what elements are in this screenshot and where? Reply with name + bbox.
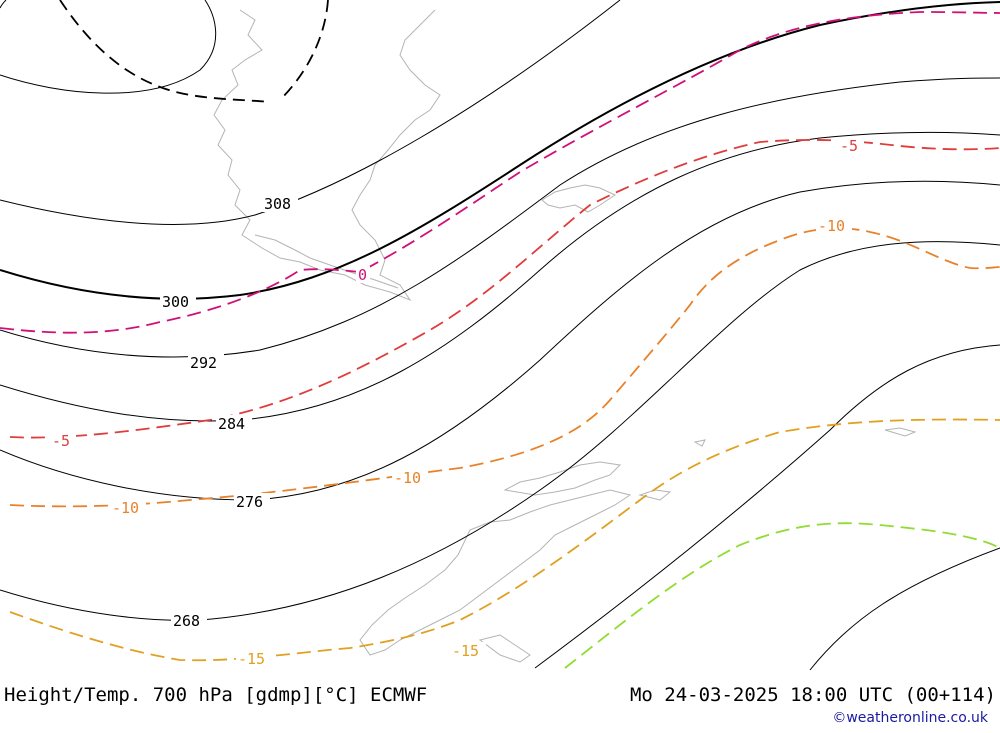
temp-contour-minus15 [9, 418, 1000, 662]
temp-contour-0 [0, 11, 1000, 334]
label-temp-minus5-left: -5 [52, 432, 70, 450]
height-contour-268 [0, 241, 1000, 621]
height-contour-260 [534, 344, 1000, 669]
height-contour-292 [0, 77, 1000, 358]
label-temp-minus10-left: -10 [112, 499, 139, 517]
weather-map: 308 300 292 284 276 268 0 -5 -5 -10 -10 … [0, 0, 1000, 671]
label-temp-0: 0 [358, 266, 367, 284]
contour-labels: 308 300 292 284 276 268 0 -5 -5 -10 -10 … [50, 137, 864, 668]
height-contour-276 [0, 180, 1000, 501]
credit-link[interactable]: ©weatheronline.co.uk [832, 710, 988, 726]
label-temp-minus10-mid: -10 [394, 469, 421, 487]
label-308: 308 [264, 195, 291, 213]
label-temp-minus5-right: -5 [840, 137, 858, 155]
label-temp-minus10-right: -10 [818, 217, 845, 235]
height-contour-284 [0, 131, 1000, 422]
label-temp-minus15-left: -15 [238, 650, 265, 668]
temp-contour-minus10 [9, 227, 1000, 508]
temp-contour-minus20 [564, 522, 1000, 669]
label-284: 284 [218, 415, 245, 433]
coastlines [213, 9, 917, 663]
dashed-black-contours [59, 0, 329, 103]
height-contour-316-arc [0, 0, 217, 94]
label-300: 300 [162, 293, 189, 311]
height-contour-316-tail [0, 0, 7, 9]
label-292: 292 [190, 354, 217, 372]
forecast-datetime: Mo 24-03-2025 18:00 UTC (00+114) [629, 684, 996, 706]
height-contours [0, 0, 1000, 671]
height-contour-308 [0, 0, 621, 225]
chart-title: Height/Temp. 700 hPa [gdmp][°C] ECMWF [4, 684, 428, 706]
label-temp-minus15-right: -15 [452, 642, 479, 660]
temp-contour-minus5 [9, 139, 1000, 439]
label-268: 268 [173, 612, 200, 630]
height-contour-252 [809, 547, 1000, 671]
label-276: 276 [236, 493, 263, 511]
